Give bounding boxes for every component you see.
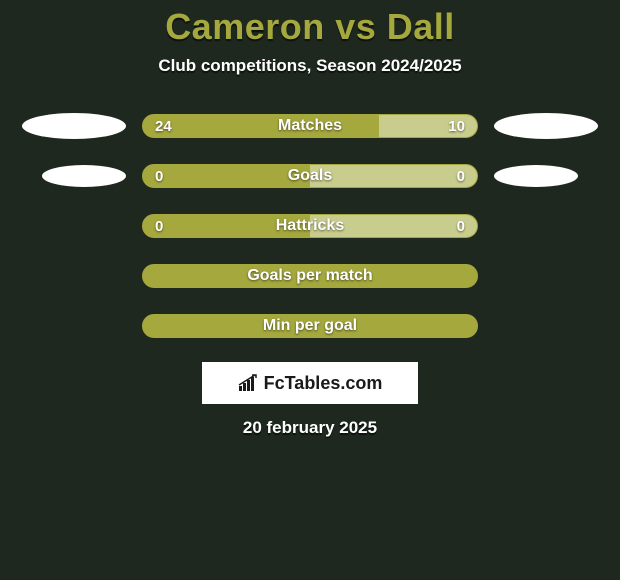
stat-label: Min per goal xyxy=(263,317,357,335)
bar-segment-left: 24 xyxy=(143,115,379,137)
stat-left-value: 24 xyxy=(155,118,172,135)
stat-row: 0 0 Goals xyxy=(0,162,620,190)
brand-badge[interactable]: FcTables.com xyxy=(202,362,418,404)
stat-bar-gpm: Goals per match xyxy=(142,264,478,288)
stat-row: Goals per match xyxy=(0,262,620,290)
bar-chart-icon xyxy=(238,374,260,392)
brand-text: FcTables.com xyxy=(264,373,383,394)
bar-segment-right: 0 xyxy=(310,215,477,237)
stat-left-value: 0 xyxy=(155,168,163,185)
stat-row: 0 0 Hattricks xyxy=(0,212,620,240)
stat-bar-hattricks: 0 0 Hattricks xyxy=(142,214,478,238)
bar-segment-right: 0 xyxy=(310,165,477,187)
stat-right-value: 10 xyxy=(448,118,465,135)
stat-label: Goals per match xyxy=(247,267,372,285)
stat-bar-matches: 24 10 Matches xyxy=(142,114,478,138)
stat-bar-goals: 0 0 Goals xyxy=(142,164,478,188)
stat-row: Min per goal xyxy=(0,312,620,340)
avatar-right xyxy=(494,165,578,187)
bar-segment-left: 0 xyxy=(143,215,310,237)
avatar-left xyxy=(22,113,126,139)
bar-segment-left: 0 xyxy=(143,165,310,187)
page-subtitle: Club competitions, Season 2024/2025 xyxy=(0,56,620,76)
stat-right-value: 0 xyxy=(457,168,465,185)
stat-right-value: 0 xyxy=(457,218,465,235)
page-title: Cameron vs Dall xyxy=(0,6,620,48)
stat-row: 24 10 Matches xyxy=(0,112,620,140)
avatar-left xyxy=(42,165,126,187)
stat-bar-mpg: Min per goal xyxy=(142,314,478,338)
comparison-card: Cameron vs Dall Club competitions, Seaso… xyxy=(0,0,620,438)
bar-segment-right: 10 xyxy=(379,115,477,137)
avatar-right xyxy=(494,113,598,139)
stat-left-value: 0 xyxy=(155,218,163,235)
footer-date: 20 february 2025 xyxy=(0,418,620,438)
